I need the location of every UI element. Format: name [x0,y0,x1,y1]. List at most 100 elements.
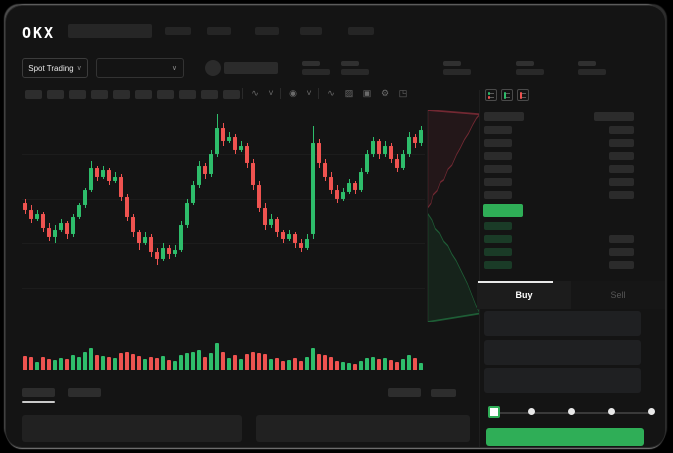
tab-buy[interactable]: Buy [477,281,571,309]
bottom-tab-placeholder[interactable] [431,389,456,397]
stat-label-placeholder [341,61,359,66]
slider-stop[interactable] [528,408,535,415]
bid-amount-placeholder [609,248,634,256]
slider-handle[interactable] [488,406,500,418]
slider-stop[interactable] [568,408,575,415]
fullscreen-icon[interactable]: ◳ [398,87,408,98]
volume-bar [341,362,345,370]
chevron-down-icon[interactable]: ˅ [306,88,312,98]
ask-price-placeholder[interactable] [484,165,512,173]
nav-item-placeholder[interactable] [207,27,231,35]
interval-button[interactable] [223,90,240,99]
volume-bar [413,358,417,370]
candle-body [365,154,369,173]
candle-body [419,129,423,144]
buy-submit-button[interactable] [486,428,644,446]
bottom-tab-placeholder[interactable] [388,388,421,397]
order-input-field[interactable] [484,311,641,336]
book-asks-view-icon[interactable] [517,89,529,101]
interval-button[interactable] [69,90,86,99]
bid-price-placeholder[interactable] [484,222,512,230]
stat-value-placeholder [302,69,330,75]
ask-price-placeholder[interactable] [484,178,512,186]
interval-button[interactable] [113,90,130,99]
volume-bar [419,363,423,370]
bids-depth-area [427,212,481,323]
volume-chart [22,340,425,370]
ask-price-placeholder[interactable] [484,139,512,147]
line-tools-icon[interactable]: ∿ [327,87,335,98]
chevron-down-icon[interactable]: ˅ [268,88,274,98]
tab-sell[interactable]: Sell [571,281,665,309]
settings-icon[interactable]: ⚙ [380,87,390,98]
slider-stop[interactable] [608,408,615,415]
interval-button[interactable] [91,90,108,99]
interval-button[interactable] [179,90,196,99]
chart-gridline [22,288,425,289]
volume-bar [125,352,129,370]
ask-amount-placeholder [609,178,634,186]
bottom-tab-placeholder[interactable] [22,388,55,397]
candle-body [95,167,99,177]
bid-price-placeholder[interactable] [484,235,512,243]
order-input-field[interactable] [484,340,641,365]
nav-item-placeholder[interactable] [165,27,191,35]
book-bids-view-icon[interactable] [501,89,513,101]
volume-bar [107,357,111,370]
last-price-indicator[interactable] [483,204,523,217]
candle-body [197,165,201,186]
volume-bar [161,356,165,370]
orderbook-header-placeholder [484,112,524,121]
candle-body [233,136,237,150]
bid-amount-placeholder [609,261,634,269]
search-placeholder[interactable] [68,24,152,38]
chart-gridline [22,243,425,244]
nav-item-placeholder[interactable] [255,27,279,35]
volume-bar [305,357,309,370]
candle-body [395,158,399,168]
volume-bar [371,357,375,370]
depth-chart-svg [427,109,481,323]
interval-button[interactable] [25,90,42,99]
toolbar-separator [318,88,319,99]
market-type-dropdown[interactable]: Spot Trading ∨ [22,58,88,78]
chart-type-icon[interactable]: ∿ [251,87,259,98]
slider-stop[interactable] [648,408,655,415]
interval-button[interactable] [135,90,152,99]
bid-price-placeholder[interactable] [484,261,512,269]
candle-body [131,216,135,233]
volume-bar [383,358,387,370]
compare-icon[interactable]: ▨ [344,87,354,98]
interval-button[interactable] [201,90,218,99]
stat-value-placeholder [516,69,544,75]
ask-price-placeholder[interactable] [484,191,512,199]
candle-body [23,203,27,210]
pair-selector-dropdown[interactable]: ∨ [96,58,184,78]
candle-body [311,143,315,235]
candle-body [119,176,123,197]
volume-bar [233,355,237,370]
volume-bar [71,355,75,370]
candlestick-chart[interactable] [22,110,425,332]
interval-button[interactable] [47,90,64,99]
volume-bar [41,357,45,370]
nav-item-placeholder[interactable] [300,27,322,35]
interval-button[interactable] [157,90,174,99]
ask-price-placeholder[interactable] [484,126,512,134]
candle-body [173,249,177,255]
order-input-field[interactable] [484,368,641,393]
book-both-view-icon[interactable] [485,89,497,101]
trade-side-tabs: Buy Sell [477,281,665,309]
indicator-icon[interactable]: ◉ [289,87,297,98]
volume-bar [287,360,291,370]
nav-item-placeholder[interactable] [348,27,374,35]
bottom-tab-placeholder[interactable] [68,388,101,397]
ask-price-placeholder[interactable] [484,152,512,160]
bid-price-placeholder[interactable] [484,248,512,256]
volume-bar [281,361,285,370]
candle-body [227,136,231,142]
volume-bar [35,362,39,370]
camera-icon[interactable]: ▣ [362,87,372,98]
volume-bar [257,353,261,370]
